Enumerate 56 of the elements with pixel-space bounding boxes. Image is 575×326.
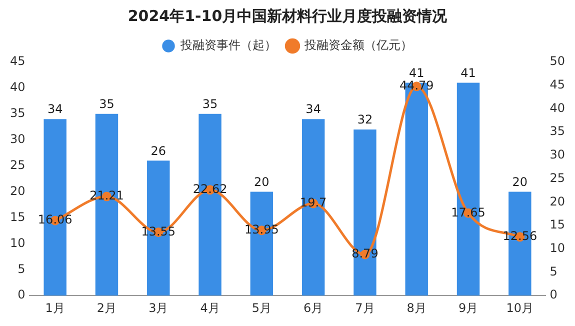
data-label: 35 [99,97,114,112]
y-tick-label: 5 [18,262,26,276]
y2-tick-label: 35 [550,124,566,138]
y-tick-label: 35 [10,106,26,120]
data-label: 13.95 [244,222,279,237]
chart-title: 2024年1-10月中国新材料行业月度投融资情况 [128,6,448,25]
x-tick-label: 9月 [458,300,478,315]
data-label: 35 [202,97,218,112]
y-tick-label: 20 [10,184,26,198]
data-label: 22.62 [192,182,228,196]
y2-tick-label: 10 [550,241,566,256]
y2-tick-label: 15 [550,218,566,232]
y-tick-label: 30 [10,132,26,146]
y-tick-label: 15 [10,210,26,224]
data-label: 34 [47,102,63,116]
y2-tick-label: 0 [550,288,558,302]
y2-tick-label: 20 [550,194,566,208]
data-label: 21.21 [90,188,124,203]
data-label: 13.55 [141,224,176,238]
data-label: 41 [460,66,476,80]
x-tick-label: 8月 [406,300,426,315]
data-label: 20 [254,174,270,189]
legend-label: 投融资事件（起） [180,38,276,52]
x-tick-label: 1月 [45,300,65,315]
y2-tick-label: 45 [550,77,566,92]
x-tick-label: 6月 [304,300,324,315]
data-label: 12.56 [502,229,538,244]
y2-tick-label: 40 [550,100,566,115]
y2-tick-label: 5 [550,264,558,278]
x-tick-label: 3月 [148,300,168,315]
bar [302,119,325,296]
data-label: 34 [306,102,321,116]
y2-tick-label: 50 [550,54,566,68]
y-tick-label: 0 [18,288,26,302]
data-label: 32 [357,112,373,127]
x-tick-label: 10月 [506,300,534,315]
data-label: 44.79 [399,78,434,92]
y-tick-label: 40 [10,80,26,94]
y-tick-label: 25 [10,158,26,172]
y2-tick-label: 30 [550,148,566,162]
bar [354,129,376,296]
data-label: 16.06 [38,212,72,227]
data-label: 17.65 [451,205,486,220]
x-tick-label: 2月 [96,300,117,315]
y-tick-label: 10 [10,236,26,250]
data-label: 41 [408,66,424,80]
data-label: 8.79 [352,246,378,261]
data-label: 20 [512,174,528,189]
y-tick-label: 45 [10,54,26,68]
legend-label: 投融资金额（亿元） [304,38,412,52]
y2-tick-label: 25 [550,170,566,185]
x-tick-label: 4月 [200,300,220,315]
data-label: 26 [150,144,166,158]
data-label: 19.7 [300,196,327,210]
x-tick-label: 5月 [252,300,272,315]
x-tick-label: 7月 [355,300,375,315]
